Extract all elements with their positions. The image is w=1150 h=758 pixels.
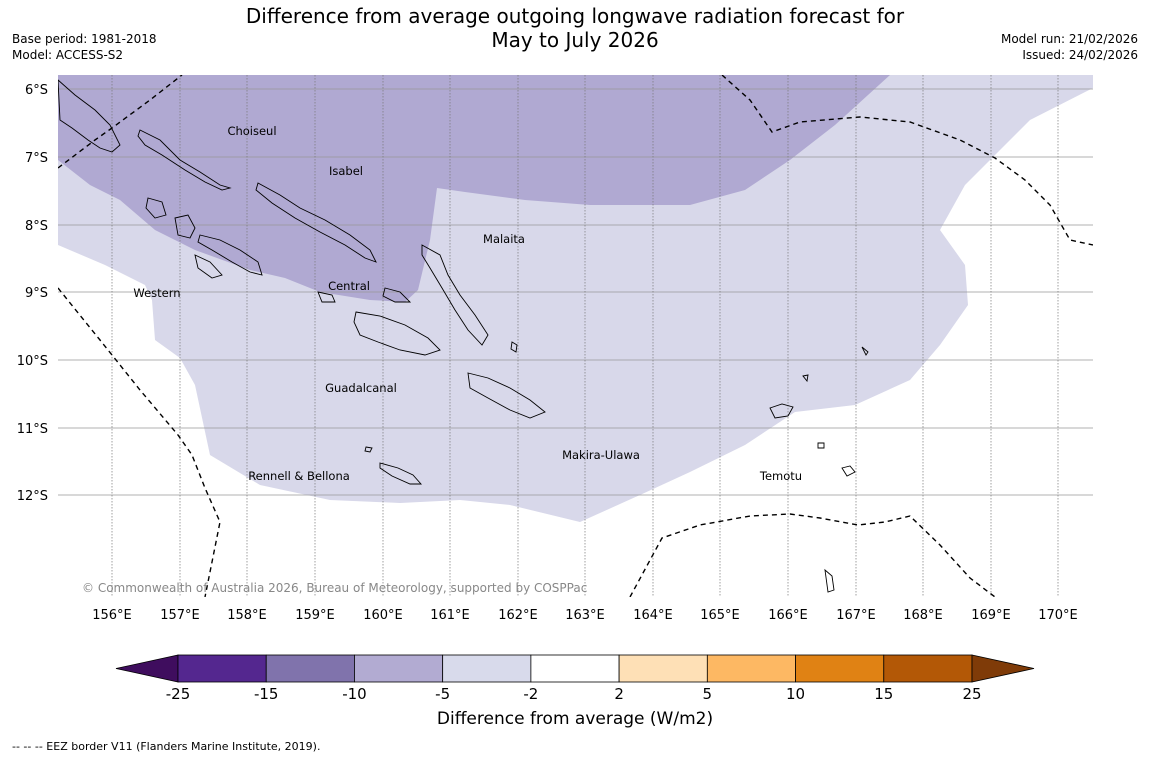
lon-label-169e: 169°E (971, 608, 1011, 623)
longitude-gridlines (111, 75, 1059, 597)
issued-date: Issued: 24/02/2026 (1022, 48, 1138, 62)
lat-label-8s: 8°S (25, 219, 48, 234)
province-western: Western (133, 286, 180, 300)
island-ulawa (510, 341, 518, 353)
province-guadalcanal: Guadalcanal (325, 381, 397, 395)
chart-title: Difference from average outgoing longwav… (0, 4, 1150, 52)
lon-label-161e: 161°E (430, 608, 470, 623)
lon-label-157e: 157°E (160, 608, 200, 623)
meta-left: Base period: 1981-2018 Model: ACCESS-S2 (12, 31, 157, 63)
province-choiseul: Choiseul (227, 124, 276, 138)
anomaly-region-dark (58, 75, 890, 302)
forecast-map: 6°S 7°S 8°S 9°S 10°S 11°S 12°S 156°E 157… (17, 75, 1093, 623)
island-reef (802, 374, 809, 383)
title-line-2: May to July 2026 (491, 28, 659, 52)
lat-label-10s: 10°S (17, 354, 48, 369)
island-bougainville (58, 79, 121, 153)
island-vanikoro (817, 442, 825, 449)
eez-footnote: -- -- -- EEZ border V11 (Flanders Marine… (12, 740, 321, 753)
province-central: Central (328, 279, 370, 293)
island-new-georgia (174, 214, 196, 239)
island-choiseul (137, 129, 232, 191)
province-malaita: Malaita (483, 232, 525, 246)
lat-label-9s: 9°S (25, 286, 48, 301)
island-isabel (255, 182, 377, 263)
model-name: Model: ACCESS-S2 (12, 48, 124, 62)
latitude-gridlines (58, 88, 1093, 496)
lon-label-162e: 162°E (498, 608, 538, 623)
latitude-labels: 6°S 7°S 8°S 9°S 10°S 11°S 12°S (17, 83, 48, 504)
island-makira (467, 372, 546, 419)
island-duff (861, 346, 869, 356)
title-line-1: Difference from average outgoing longwav… (245, 4, 905, 28)
island-malaita (421, 244, 489, 346)
lat-label-7s: 7°S (25, 151, 48, 166)
lon-label-160e: 160°E (363, 608, 403, 623)
lon-label-165e: 165°E (700, 608, 740, 623)
island-bellona (364, 446, 373, 453)
province-isabel: Isabel (329, 164, 363, 178)
province-temotu: Temotu (759, 469, 802, 483)
copyright-notice: © Commonwealth of Australia 2026, Bureau… (82, 581, 587, 595)
lon-label-156e: 156°E (92, 608, 132, 623)
lon-label-164e: 164°E (633, 608, 673, 623)
island-western-2 (194, 254, 223, 279)
colorbar-label: Difference from average (W/m2) (436, 709, 714, 729)
province-rennell: Rennell & Bellona (248, 469, 350, 483)
lat-label-11s: 11°S (17, 422, 48, 437)
lon-label-167e: 167°E (836, 608, 876, 623)
island-vella (145, 197, 167, 219)
lon-label-159e: 159°E (295, 608, 335, 623)
lon-label-170e: 170°E (1038, 608, 1078, 623)
lat-label-12s: 12°S (17, 489, 48, 504)
island-santa-cruz (769, 403, 794, 419)
lon-label-166e: 166°E (768, 608, 808, 623)
island-western-1 (197, 234, 263, 276)
island-guadalcanal (353, 311, 441, 356)
province-makira: Makira-Ulawa (562, 448, 640, 462)
island-florida-2 (382, 287, 412, 303)
lon-label-163e: 163°E (565, 608, 605, 623)
island-florida (317, 291, 336, 303)
meta-right: Model run: 21/02/2026 Issued: 24/02/2026 (1001, 31, 1138, 63)
island-rennell (379, 462, 423, 485)
island-tikopia (824, 568, 835, 593)
island-utupua (841, 465, 856, 477)
islands (58, 79, 869, 593)
eez-border (58, 75, 1093, 597)
base-period: Base period: 1981-2018 (12, 32, 157, 46)
lon-label-158e: 158°E (227, 608, 267, 623)
province-labels: Choiseul Isabel Malaita Western Central … (133, 124, 802, 483)
lat-label-6s: 6°S (25, 83, 48, 98)
model-run: Model run: 21/02/2026 (1000, 32, 1138, 46)
longitude-labels: 156°E 157°E 158°E 159°E 160°E 161°E 162°… (92, 608, 1078, 623)
lon-label-168e: 168°E (903, 608, 943, 623)
